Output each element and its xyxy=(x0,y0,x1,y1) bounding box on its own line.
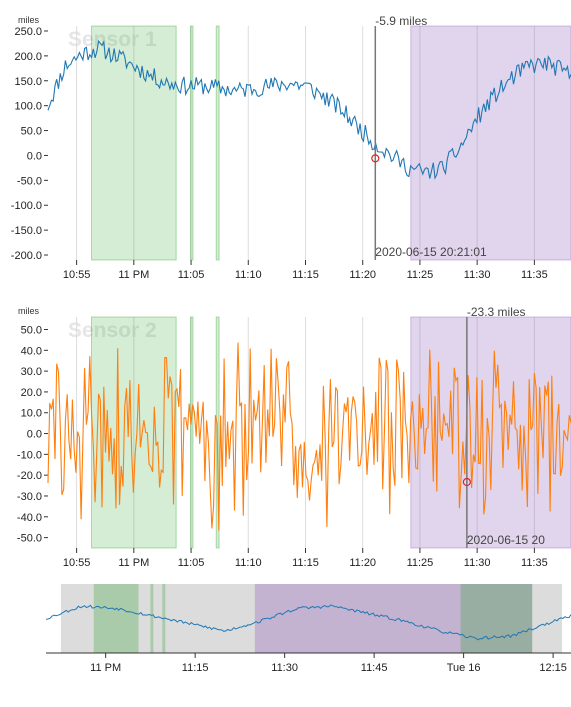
y-tick-label: -150.0 xyxy=(11,225,42,237)
x-tick-label: 11 PM xyxy=(118,557,149,569)
x-tick-label: 11:20 xyxy=(349,269,376,281)
highlight-band xyxy=(189,316,194,549)
highlight-band xyxy=(90,25,177,261)
cursor-value-label: -23.3 miles xyxy=(467,305,526,319)
y-tick-label: -20.0 xyxy=(17,470,42,482)
y-tick-label: 200.0 xyxy=(14,51,42,63)
x-tick-label: 11:35 xyxy=(521,557,548,569)
y-tick-label: 50.0 xyxy=(21,324,42,336)
y-tick-label: -10.0 xyxy=(17,449,42,461)
x-tick-label: 11:05 xyxy=(178,557,205,569)
overview-highlight xyxy=(254,584,533,653)
highlight-band xyxy=(215,25,220,261)
y-tick-label: -100.0 xyxy=(11,200,42,212)
cursor-marker xyxy=(371,154,380,163)
sensor-panel-1: Sensor 1 250.0 200.0 150.0 100.0 50.0 0.0 -50.0… xyxy=(11,14,571,281)
cursor-time-label: 2020-06-15 20 xyxy=(467,533,545,547)
overview-x-tick-label: Tue 16 xyxy=(447,662,481,674)
y-tick-label: -40.0 xyxy=(17,512,42,524)
x-tick-label: 11:25 xyxy=(407,269,434,281)
x-tick-label: 11:15 xyxy=(292,269,319,281)
y-tick-label: -30.0 xyxy=(17,491,42,503)
y-tick-label: 100.0 xyxy=(14,101,42,113)
x-tick-label: 11:10 xyxy=(235,557,262,569)
series-line xyxy=(47,39,571,180)
x-tick-label: 11:30 xyxy=(464,269,491,281)
highlight-band xyxy=(90,316,177,549)
panel-title: Sensor 1 xyxy=(68,28,157,51)
overview-series-line xyxy=(45,604,571,641)
highlight-band xyxy=(189,25,194,261)
highlight-band xyxy=(410,25,571,261)
cursor-marker xyxy=(462,477,471,487)
y-tick-label: 10.0 xyxy=(21,408,42,420)
overview-navigator[interactable]: 11 PM 11:15 11:30 11:45 Tue 16 12:15 xyxy=(45,584,571,674)
y-axis-unit: miles xyxy=(18,15,40,25)
x-tick-label: 11:05 xyxy=(178,269,205,281)
panel-title: Sensor 2 xyxy=(68,319,157,342)
x-tick-label: 11:15 xyxy=(292,557,319,569)
sensor-panel-2: Sensor 2 50.0 40.0 30.0 20.0 10.0 0.0 -10.0 -20.… xyxy=(17,305,571,569)
y-tick-label: 0.0 xyxy=(27,150,42,162)
y-tick-label: 20.0 xyxy=(21,387,42,399)
overview-x-tick-label: 11:15 xyxy=(182,662,209,674)
y-tick-label: 40.0 xyxy=(21,345,42,357)
y-tick-label: -50.0 xyxy=(17,533,42,545)
overview-x-tick-label: 11 PM xyxy=(90,662,121,674)
overview-x-tick-label: 12:15 xyxy=(539,662,567,674)
overview-highlight xyxy=(460,584,533,653)
y-tick-label: 0.0 xyxy=(27,429,42,441)
x-tick-label: 11:10 xyxy=(235,269,262,281)
x-tick-label: 11:25 xyxy=(407,557,434,569)
overview-highlight xyxy=(150,584,154,653)
x-tick-label: 11 PM xyxy=(118,269,149,281)
y-tick-label: 50.0 xyxy=(21,126,42,138)
x-tick-label: 11:35 xyxy=(521,269,548,281)
y-axis-unit: miles xyxy=(18,306,40,316)
series-line xyxy=(47,342,571,531)
x-tick-label: 10:55 xyxy=(63,557,91,569)
x-tick-label: 11:30 xyxy=(464,557,491,569)
y-tick-label: 30.0 xyxy=(21,366,42,378)
y-tick-label: 250.0 xyxy=(14,26,42,38)
y-tick-label: -50.0 xyxy=(17,175,42,187)
overview-selection-window[interactable] xyxy=(60,584,563,653)
x-tick-label: 11:20 xyxy=(349,557,376,569)
cursor-value-label: -5.9 miles xyxy=(375,14,427,28)
x-tick-label: 10:55 xyxy=(63,269,91,281)
y-tick-label: 150.0 xyxy=(14,76,42,88)
cursor-time-label: 2020-06-15 20:21:01 xyxy=(375,245,487,259)
overview-x-tick-label: 11:30 xyxy=(271,662,298,674)
overview-highlight xyxy=(93,584,139,653)
overview-x-tick-label: 11:45 xyxy=(361,662,388,674)
y-tick-label: -200.0 xyxy=(11,250,42,262)
